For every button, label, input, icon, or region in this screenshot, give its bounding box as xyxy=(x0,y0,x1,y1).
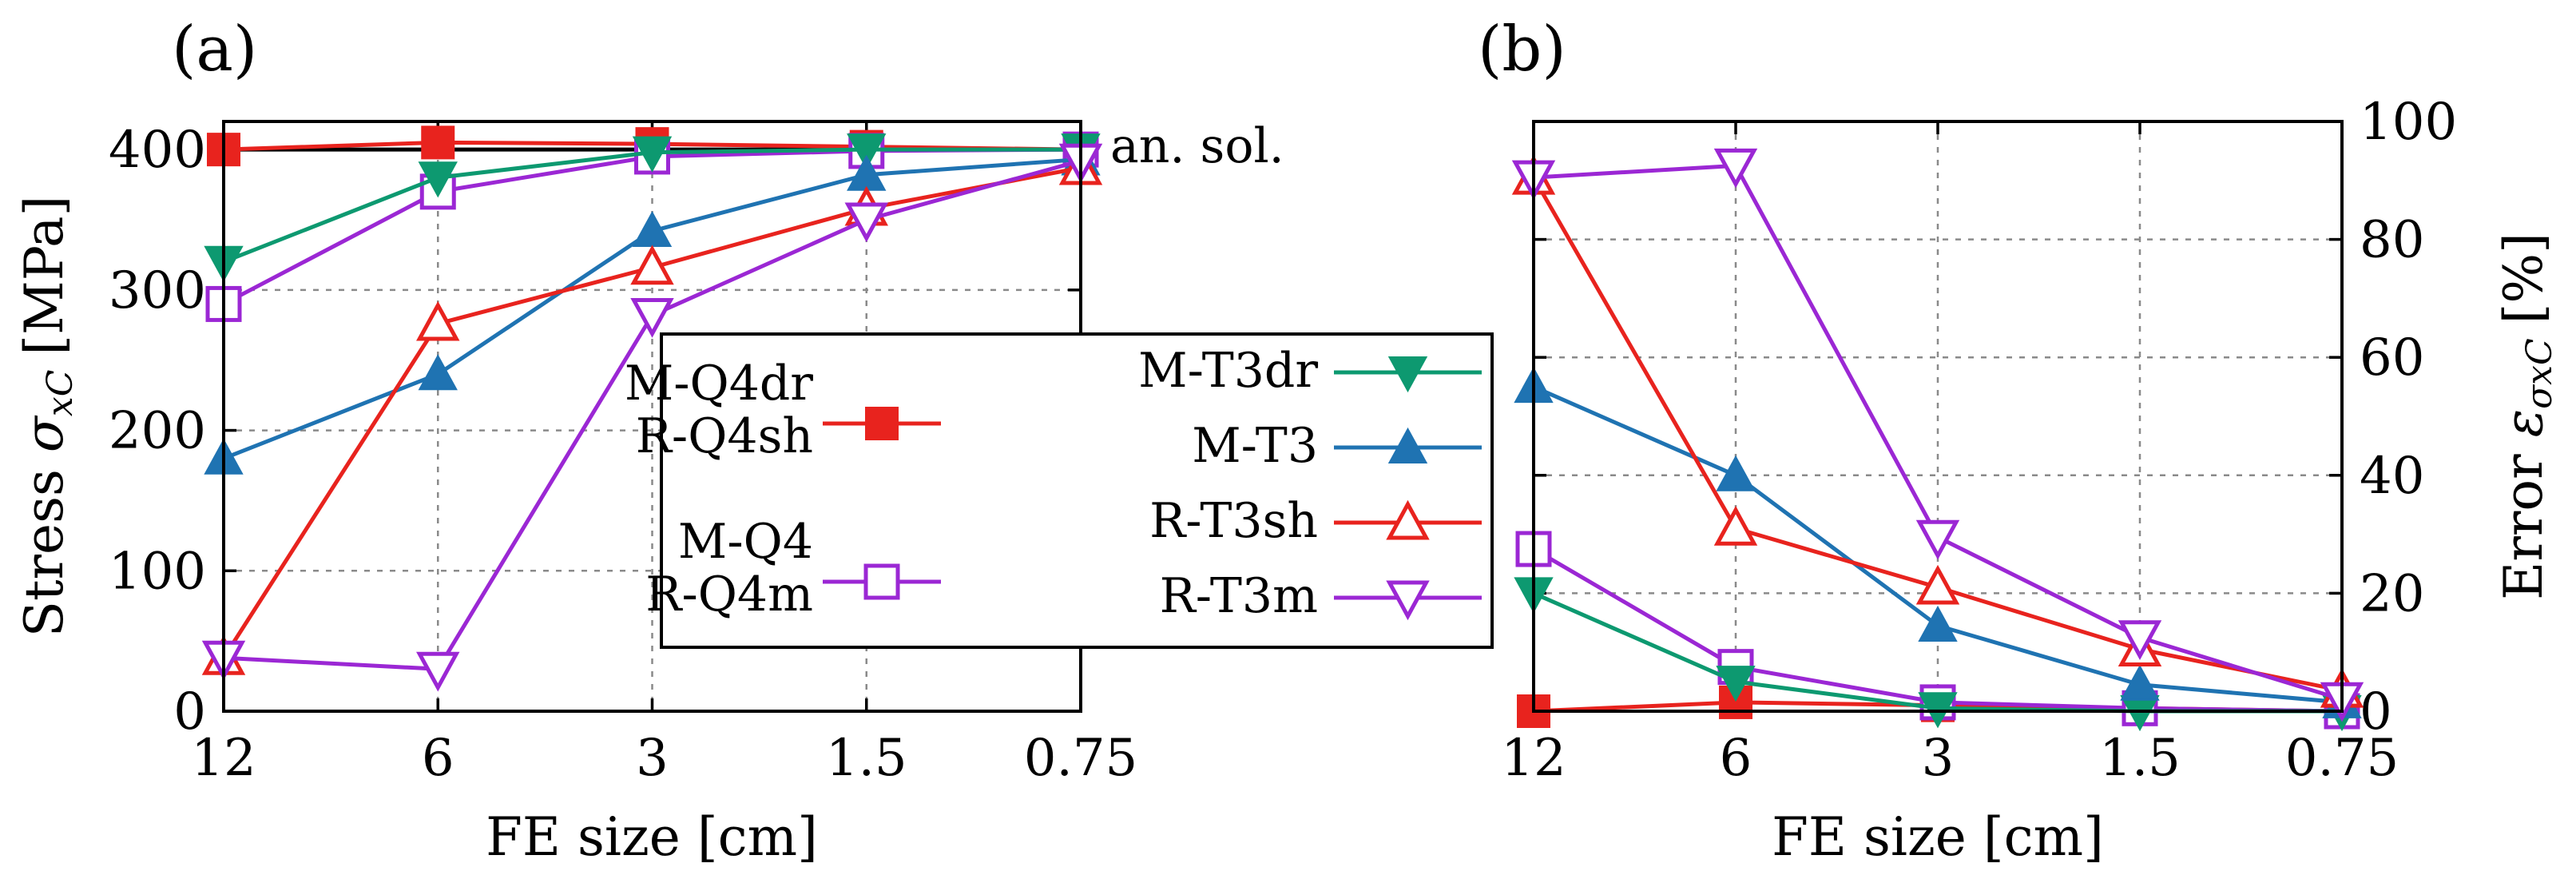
data-point-r-t3m-6 xyxy=(1713,148,1758,189)
panel-a-y-axis-title: Stress σxC [MPa] xyxy=(14,196,81,638)
panel-a: 12 6 3 1.5 0.75 0 100 200 300 400 (a) FE size [cm… xyxy=(14,14,1494,868)
legend-label-m-q4dr: M-Q4dr xyxy=(625,356,813,412)
panel-b-y-title-main: Error xyxy=(2493,437,2554,600)
y-tick-label-80: 80 xyxy=(2360,211,2424,270)
panel-b: 12 6 3 1.5 0.750 20 40 60 80 100 (b) FE size [cm]… xyxy=(1478,14,2560,868)
data-point-r-t3m-3 xyxy=(630,297,674,338)
legend-label-m-q4: M-Q4 xyxy=(678,514,813,570)
data-point-m-t3dr-1-5 xyxy=(847,133,887,170)
panel-b-y-title-symbol: ε xyxy=(2493,409,2554,437)
x-tick-label-1-5: 1.5 xyxy=(2099,729,2181,788)
legend-marker-m-t3 xyxy=(1387,427,1428,463)
data-point-r-t3sh-6 xyxy=(416,300,460,341)
data-point-m-t3dr-3 xyxy=(632,136,673,173)
y-tick-label-300: 300 xyxy=(109,261,206,320)
panel-b-label: (b) xyxy=(1478,14,1566,86)
x-tick-label-3: 3 xyxy=(636,729,669,788)
data-point-m-t3dr-6 xyxy=(1716,666,1756,702)
data-point-r-t3m-1-5 xyxy=(844,202,888,243)
y-tick-label-40: 40 xyxy=(2360,447,2424,506)
panel-a-y-title-symbol: σ xyxy=(14,415,75,452)
y-tick-label-100: 100 xyxy=(109,542,206,601)
x-tick-label-0-75: 0.75 xyxy=(2285,729,2399,788)
legend-label-m-t3: M-T3 xyxy=(1192,418,1318,474)
panel-b-frame xyxy=(1532,120,2344,713)
legend-marker-m-q4dr-r-q4sh xyxy=(865,407,899,440)
panel-b-x-axis-title: FE size [cm] xyxy=(1772,806,2104,868)
legend-marker-m-q4-r-q4m xyxy=(863,563,900,600)
x-tick-label-12: 12 xyxy=(191,729,256,788)
panel-a-x-axis-title: FE size [cm] xyxy=(486,806,818,868)
x-tick-label-3: 3 xyxy=(1922,729,1955,788)
panel-a-y-title-subscript: xC xyxy=(40,370,81,416)
legend-marker-m-t3dr xyxy=(1387,356,1428,393)
y-tick-label-400: 400 xyxy=(109,121,206,180)
panel-a-y-title-unit: [MPa] xyxy=(14,196,75,356)
x-tick-label-12: 12 xyxy=(1501,729,1566,788)
x-tick-label-6: 6 xyxy=(422,729,454,788)
panel-b-y-axis-title: Error εσxC [%] xyxy=(2493,233,2560,600)
data-point-r-t3sh-6 xyxy=(1713,506,1758,546)
y-tick-label-0: 0 xyxy=(173,682,206,742)
panel-a-label: (a) xyxy=(172,14,257,86)
data-point-m-q4dr-r-q4sh-6 xyxy=(421,125,455,160)
data-point-m-t3-3 xyxy=(1918,605,1958,642)
x-tick-label-1-5: 1.5 xyxy=(826,729,907,788)
legend-label-r-q4sh: R-Q4sh xyxy=(636,408,813,464)
y-tick-label-100: 100 xyxy=(2360,93,2457,152)
panel-b-ticks: 12 6 3 1.5 0.750 20 40 60 80 100 xyxy=(1501,93,2457,788)
data-point-r-t3sh-3 xyxy=(1915,564,1960,605)
data-point-r-t3m-6 xyxy=(416,651,460,692)
legend-sample-m-q4-r-q4m xyxy=(823,563,941,600)
panel-a-ticks: 12 6 3 1.5 0.75 0 100 200 300 400 xyxy=(109,121,1137,788)
legend: M-Q4dr R-Q4sh M-Q4 R-Q4m M-T3dr M-T3 R-T… xyxy=(625,332,1494,649)
x-tick-label-0-75: 0.75 xyxy=(1024,729,1138,788)
x-tick-label-6: 6 xyxy=(1720,729,1752,788)
data-point-m-t3-1-5 xyxy=(2120,664,2160,701)
legend-sample-r-t3sh xyxy=(1334,499,1482,540)
legend-label-r-t3sh: R-T3sh xyxy=(1149,493,1318,549)
y-tick-label-200: 200 xyxy=(109,402,206,461)
legend-label-m-t3dr: M-T3dr xyxy=(1138,343,1318,399)
legend-sample-m-q4dr-r-q4sh xyxy=(823,407,941,440)
legend-label-r-t3m: R-T3m xyxy=(1160,568,1318,624)
legend-marker-r-t3m xyxy=(1386,580,1430,621)
y-tick-label-20: 20 xyxy=(2360,564,2424,623)
panel-a-y-title-main: Stress xyxy=(14,452,75,637)
legend-box xyxy=(660,332,1494,649)
legend-label-r-q4m: R-Q4m xyxy=(645,567,813,622)
legend-sample-m-t3dr xyxy=(1334,356,1482,393)
legend-sample-m-t3 xyxy=(1334,427,1482,463)
data-point-m-t3-6 xyxy=(418,354,458,391)
legend-sample-r-t3m xyxy=(1334,580,1482,621)
analytical-solution-label: an. sol. xyxy=(1110,118,1284,174)
series-m-t3dr xyxy=(204,133,1101,282)
panel-b-y-title-subscript: σxC xyxy=(2519,338,2560,409)
panel-b-y-title-unit: [%] xyxy=(2493,233,2554,324)
data-point-m-t3-6 xyxy=(1716,455,1756,491)
legend-marker-r-t3sh xyxy=(1386,499,1430,540)
data-point-r-t3sh-3 xyxy=(630,245,674,285)
data-point-r-t3m-1-5 xyxy=(2118,620,2162,660)
y-tick-label-60: 60 xyxy=(2360,328,2424,388)
data-point-r-t3m-3 xyxy=(1915,519,1960,560)
y-tick-label-0: 0 xyxy=(2360,682,2392,742)
legend-samples xyxy=(823,356,1482,621)
data-point-m-t3dr-6 xyxy=(418,161,458,198)
